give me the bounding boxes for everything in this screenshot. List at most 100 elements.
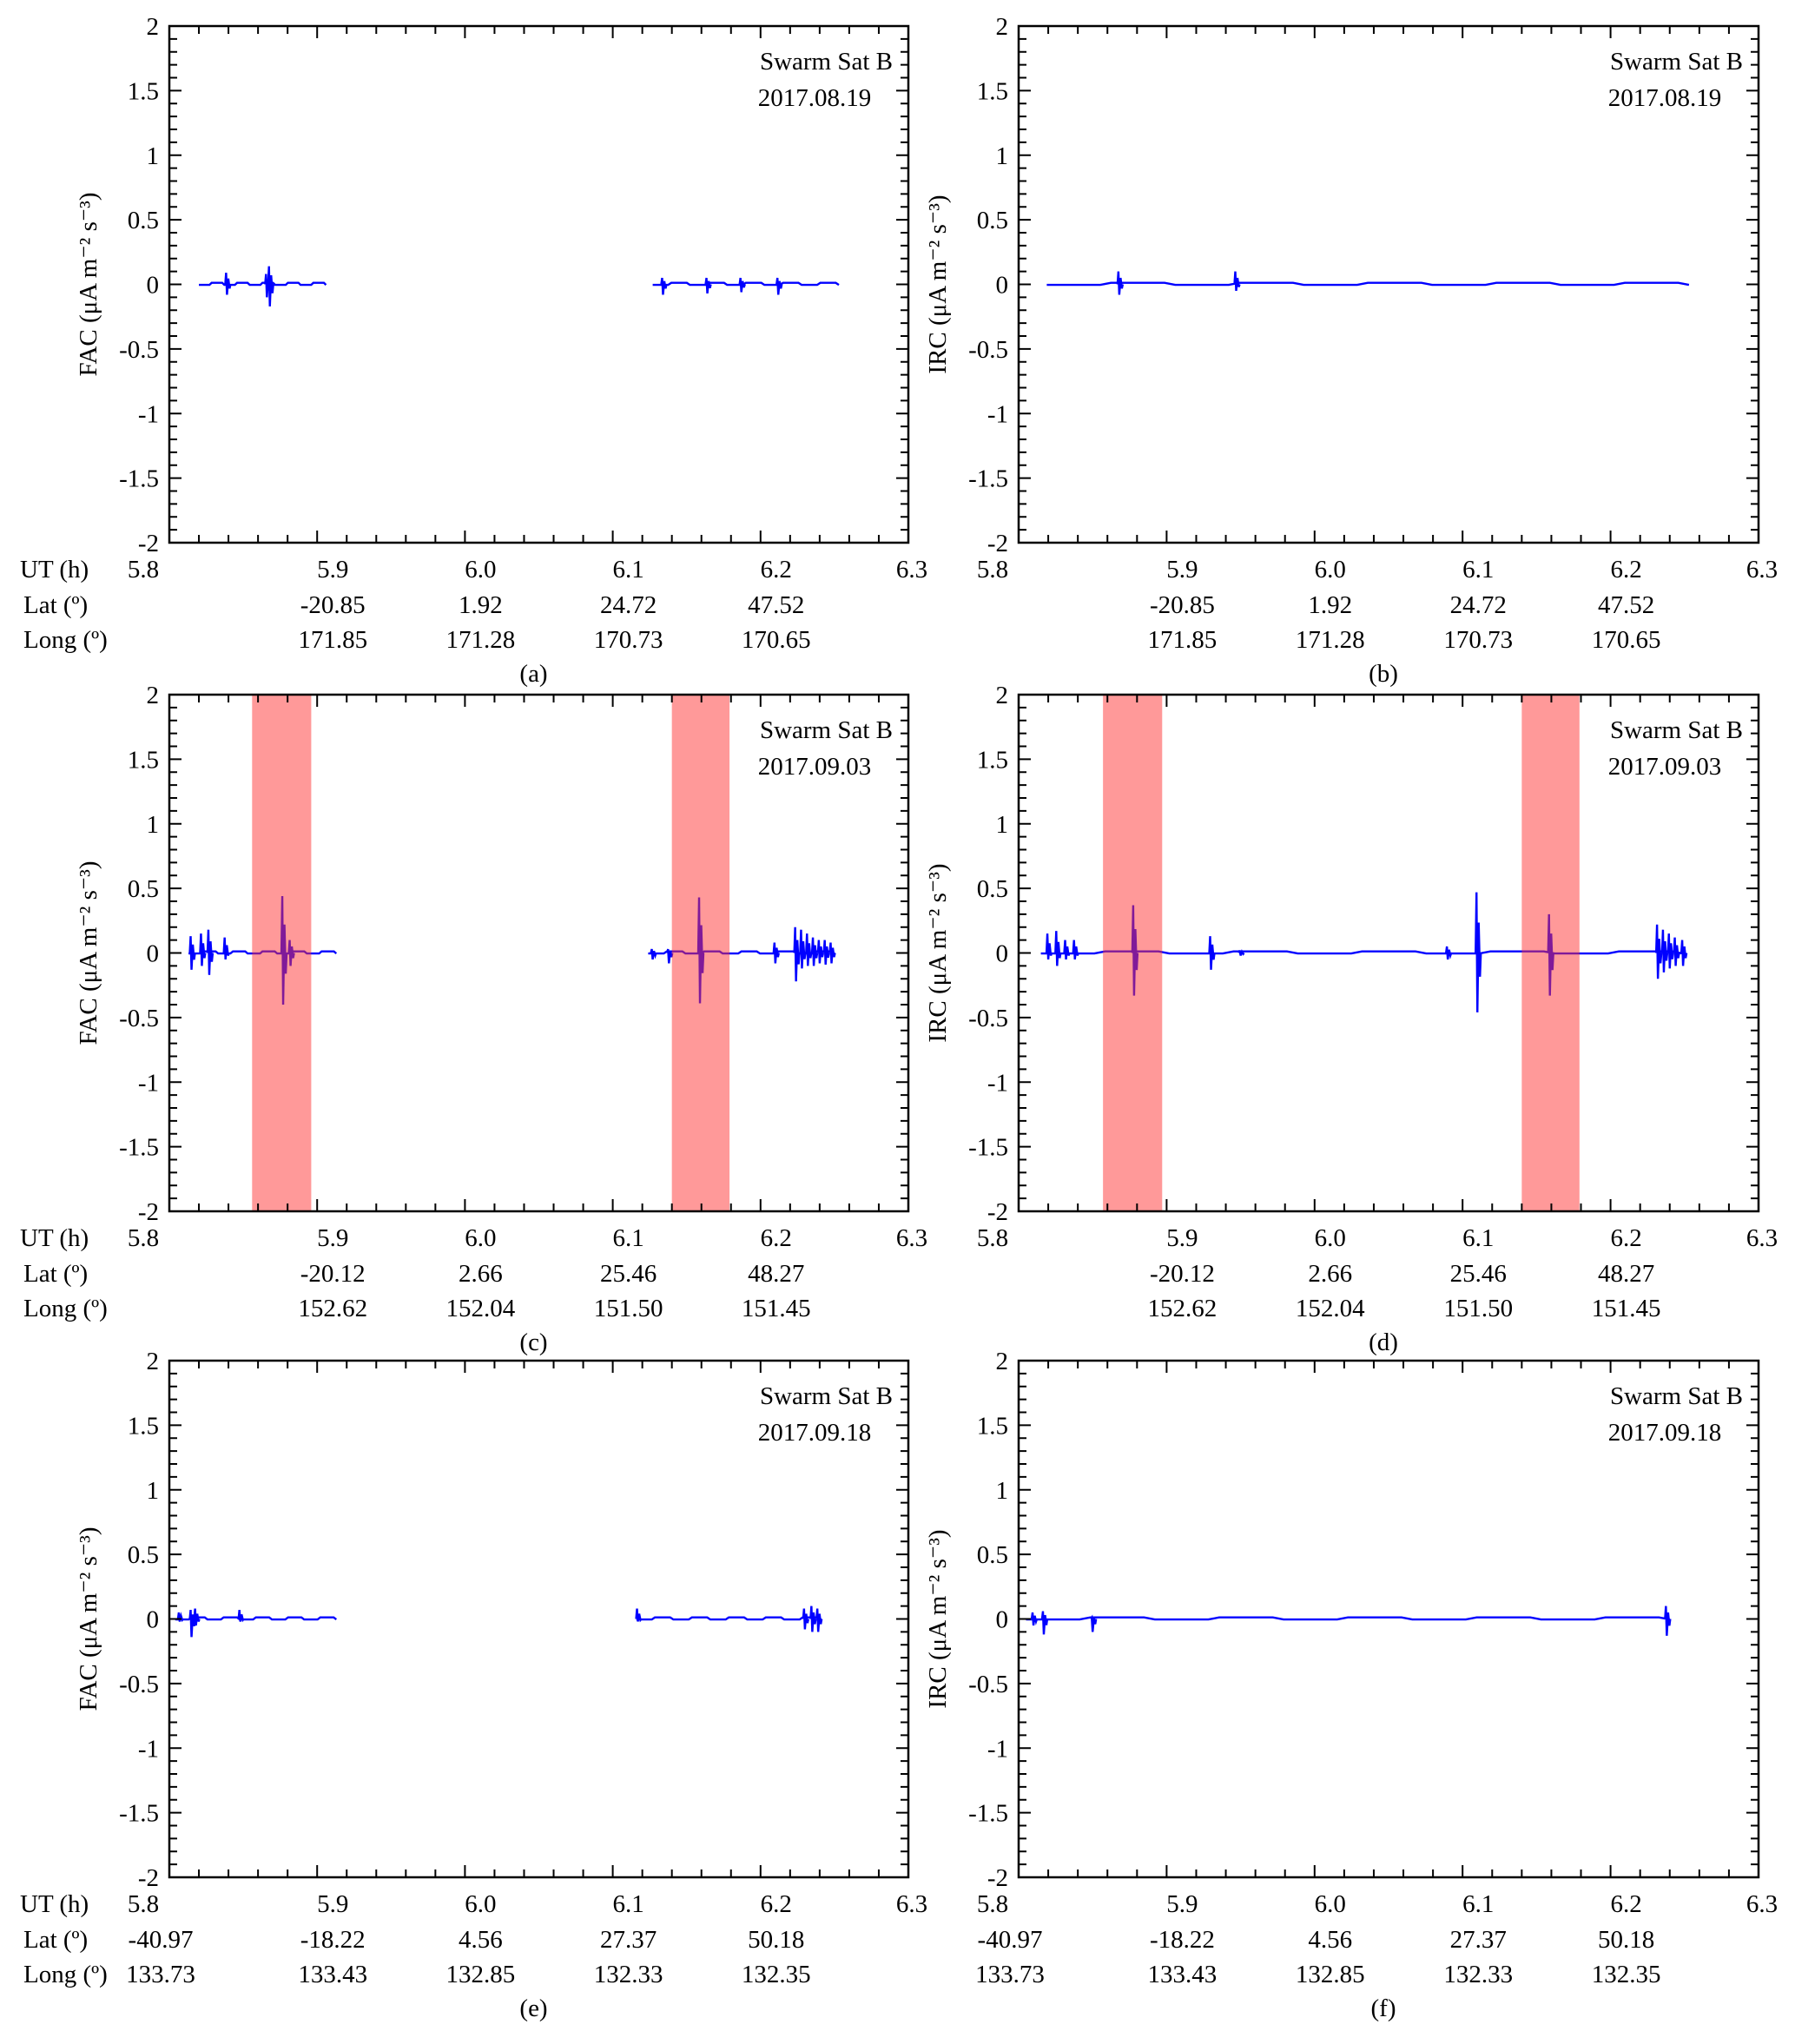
data-series-line [199, 266, 840, 307]
x-row-value: 6.3 [1746, 1224, 1778, 1252]
x-row-value: 151.50 [1443, 1295, 1513, 1322]
y-tick-label: -0.5 [968, 1005, 1008, 1032]
x-row-value: 4.56 [459, 1926, 503, 1954]
y-tick-label: 0 [996, 1606, 1009, 1634]
x-row-value: 5.9 [317, 1224, 348, 1252]
y-tick-label: 1 [147, 811, 160, 839]
x-row-value: 6.1 [1462, 1224, 1494, 1252]
x-row-value: 133.73 [126, 1961, 195, 1988]
x-row-value: 2.66 [1308, 1260, 1352, 1288]
y-axis-label: FAC (μA m⁻² s⁻³) [75, 860, 102, 1045]
y-tick-label: 1.5 [977, 1412, 1008, 1440]
y-tick-label: -1 [138, 1069, 159, 1097]
x-row-value: 5.9 [1166, 556, 1198, 584]
x-row-value: -20.12 [300, 1260, 366, 1288]
x-row-value: 5.8 [128, 1224, 159, 1252]
y-tick-label: -1 [987, 1735, 1008, 1763]
chart-panel-a: 2 1.5 1 0.5 0 -0.5 -1 -1.5 -2 FAC (μA m⁻² s⁻³) Swa… [20, 13, 927, 688]
x-row-value: 151.45 [1592, 1295, 1661, 1322]
x-row-value: 132.33 [1443, 1961, 1513, 1988]
y-tick-label: 2 [996, 1348, 1009, 1375]
x-row-value: -18.22 [300, 1926, 366, 1954]
date-label: 2017.09.18 [758, 1419, 872, 1447]
y-tick-label: -1 [138, 400, 159, 428]
row-label: Long (º) [23, 1295, 108, 1322]
y-tick-label: 1 [996, 1477, 1009, 1505]
x-row-value: 4.56 [1308, 1926, 1352, 1954]
x-row-value: 5.9 [1166, 1890, 1198, 1918]
x-row-value: 6.1 [612, 556, 643, 584]
y-tick-label: -0.5 [119, 1671, 159, 1698]
x-row-value: 170.65 [1592, 626, 1661, 654]
y-tick-label: -1 [138, 1735, 159, 1763]
x-row-value: 5.8 [977, 1224, 1008, 1252]
y-tick-label: 2 [996, 682, 1009, 709]
y-tick-label: 1 [147, 142, 160, 170]
y-tick-label: -1.5 [968, 1800, 1008, 1828]
x-row-value: 6.1 [612, 1890, 643, 1918]
x-row-value: 171.85 [298, 626, 367, 654]
x-row-value: 151.50 [594, 1295, 663, 1322]
y-tick-label: 0 [147, 1606, 160, 1634]
y-tick-label: 2 [147, 682, 160, 709]
y-tick-label: 1.5 [128, 1412, 159, 1440]
y-tick-label: -2 [987, 530, 1008, 557]
x-row-value: 133.43 [1148, 1961, 1218, 1988]
y-tick-label: -1.5 [119, 1800, 159, 1828]
y-tick-label: 0.5 [977, 1541, 1008, 1569]
y-tick-label: 1.5 [977, 746, 1008, 774]
data-series-line [1046, 271, 1690, 295]
y-axis-label: FAC (μA m⁻² s⁻³) [75, 1526, 102, 1711]
y-tick-label: -0.5 [119, 1005, 159, 1032]
x-row-value: 6.2 [1610, 556, 1641, 584]
satellite-label: Swarm Sat B [1610, 1382, 1743, 1410]
x-row-value: 6.2 [761, 1890, 792, 1918]
row-label: UT (h) [20, 1890, 89, 1918]
y-tick-label: 0 [147, 940, 160, 968]
x-row-value: -18.22 [1150, 1926, 1215, 1954]
x-row-value: 1.92 [459, 591, 503, 619]
x-row-value: 6.2 [761, 556, 792, 584]
x-row-value: 6.2 [1610, 1890, 1641, 1918]
y-tick-label: -2 [138, 530, 159, 557]
date-label: 2017.09.03 [1608, 753, 1722, 781]
y-tick-label: 0.5 [977, 875, 1008, 903]
x-row-value: 6.1 [612, 1224, 643, 1252]
x-row-value: 152.62 [298, 1295, 367, 1322]
x-row-value: 25.46 [1450, 1260, 1507, 1288]
y-tick-label: 1.5 [128, 77, 159, 105]
y-tick-label: 2 [996, 13, 1009, 41]
x-row-value: 152.04 [446, 1295, 516, 1322]
y-tick-label: 0.5 [977, 207, 1008, 234]
x-row-value: 6.0 [1315, 1890, 1346, 1918]
data-series-line [175, 1606, 823, 1638]
y-tick-label: -2 [138, 1864, 159, 1892]
x-row-value: 6.0 [1315, 556, 1346, 584]
x-row-value: 27.37 [600, 1926, 657, 1954]
y-tick-label: 2 [147, 13, 160, 41]
x-row-value: 6.3 [1746, 1890, 1778, 1918]
chart-panel-d: 2 1.5 1 0.5 0 -0.5 -1 -1.5 -2 IRC (μA m⁻² s⁻³) Swa… [924, 682, 1778, 1356]
x-row-value: 6.1 [1462, 1890, 1494, 1918]
x-row-value: 152.04 [1296, 1295, 1365, 1322]
y-tick-label: 1 [147, 1477, 160, 1505]
y-tick-label: -1 [987, 400, 1008, 428]
date-label: 2017.09.18 [1608, 1419, 1722, 1447]
satellite-label: Swarm Sat B [1610, 716, 1743, 744]
x-row-value: 47.52 [1598, 591, 1654, 619]
x-row-value: 6.0 [1315, 1224, 1346, 1252]
x-row-value: 170.65 [742, 626, 811, 654]
x-row-value: 1.92 [1308, 591, 1352, 619]
y-tick-label: -1.5 [119, 1134, 159, 1162]
x-row-value: 48.27 [1598, 1260, 1654, 1288]
satellite-label: Swarm Sat B [760, 716, 893, 744]
x-row-value: 48.27 [748, 1260, 804, 1288]
x-row-value: 170.73 [594, 626, 663, 654]
x-row-value: 5.8 [128, 556, 159, 584]
shaded-band [1103, 695, 1163, 1211]
y-axis-label: IRC (μA m⁻² s⁻³) [924, 195, 952, 373]
x-row-value: 132.35 [742, 1961, 811, 1988]
x-row-value: 5.9 [1166, 1224, 1198, 1252]
y-tick-label: 0.5 [128, 207, 159, 234]
